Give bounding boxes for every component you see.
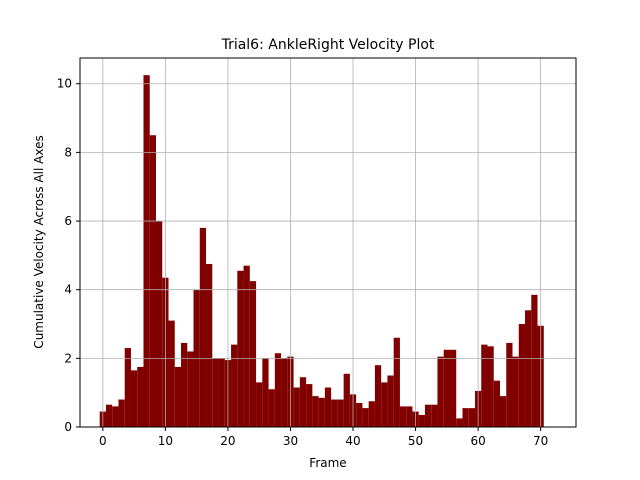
- bar: [187, 351, 194, 427]
- chart-title: Trial6: AnkleRight Velocity Plot: [221, 37, 435, 53]
- bar: [231, 344, 238, 427]
- bar: [293, 387, 300, 427]
- bar: [174, 366, 182, 427]
- x-tick-label: 70: [533, 434, 548, 448]
- bar: [406, 406, 413, 427]
- bar: [181, 342, 188, 427]
- bar: [249, 281, 257, 427]
- y-tick-label: 6: [64, 214, 72, 228]
- bar: [262, 358, 269, 427]
- y-tick-label: 0: [64, 420, 72, 434]
- bar: [493, 380, 501, 427]
- x-tick-label: 40: [345, 434, 360, 448]
- bar: [456, 418, 463, 427]
- bar: [299, 377, 307, 427]
- bar: [424, 404, 432, 427]
- x-tick-label: 60: [470, 434, 485, 448]
- bar: [381, 382, 388, 427]
- x-tick-label: 10: [158, 434, 173, 448]
- bar: [487, 346, 494, 427]
- bar: [306, 384, 313, 427]
- bar: [331, 399, 338, 427]
- bar: [105, 404, 113, 427]
- bar: [199, 227, 207, 427]
- bar: [155, 221, 163, 427]
- bar: [256, 382, 263, 427]
- bar: [531, 294, 538, 427]
- bar: [393, 337, 400, 427]
- bar: [118, 399, 125, 427]
- bar: [268, 389, 275, 427]
- x-tick-label: 50: [408, 434, 423, 448]
- bar: [112, 406, 119, 427]
- bar: [243, 265, 250, 427]
- bar: [387, 375, 394, 427]
- axes-frame: [79, 57, 577, 428]
- bar: [168, 320, 175, 427]
- bar: [343, 373, 350, 427]
- bar: [206, 263, 213, 427]
- bar: [318, 397, 325, 427]
- bar: [356, 402, 363, 427]
- bar: [324, 387, 332, 427]
- bar: [518, 324, 526, 427]
- x-tick-label: 20: [220, 434, 235, 448]
- bar: [399, 406, 407, 427]
- bar: [312, 396, 319, 427]
- bar: [431, 404, 438, 427]
- bar: [437, 356, 444, 427]
- bar: [512, 356, 519, 427]
- x-axis-label: Frame: [309, 456, 346, 470]
- bar: [525, 310, 532, 427]
- bar: [281, 358, 288, 427]
- bar: [443, 349, 450, 427]
- bar: [374, 365, 382, 427]
- bar: [481, 344, 488, 427]
- x-axis-ticks: 0 10 20 30 40 50 60 70: [99, 427, 548, 448]
- bar: [149, 135, 156, 428]
- bar-series: [99, 75, 544, 428]
- x-tick-label: 30: [283, 434, 298, 448]
- bar: [212, 358, 219, 427]
- bar: [130, 370, 138, 427]
- bar: [468, 408, 475, 427]
- bar: [218, 358, 225, 427]
- y-tick-label: 2: [64, 351, 72, 365]
- y-axis-ticks: 0 2 4 6 8 10: [57, 77, 80, 434]
- y-axis-label: Cumulative Velocity Across All Axes: [32, 135, 46, 348]
- bar: [500, 396, 507, 427]
- y-tick-label: 10: [57, 77, 72, 91]
- x-tick-label: 0: [99, 434, 107, 448]
- bar: [274, 353, 282, 427]
- grid-lines: [80, 58, 576, 428]
- bar: [124, 348, 131, 427]
- y-tick-label: 8: [64, 145, 72, 159]
- bar: [506, 342, 513, 427]
- y-tick-label: 4: [64, 283, 72, 297]
- bar: [137, 366, 144, 427]
- bar: [143, 75, 150, 428]
- bar: [368, 401, 375, 427]
- bar: [418, 414, 425, 427]
- bar: [237, 270, 244, 427]
- bar: [449, 349, 457, 427]
- bar: [462, 408, 469, 427]
- bar: [337, 399, 344, 427]
- bar: [362, 408, 369, 427]
